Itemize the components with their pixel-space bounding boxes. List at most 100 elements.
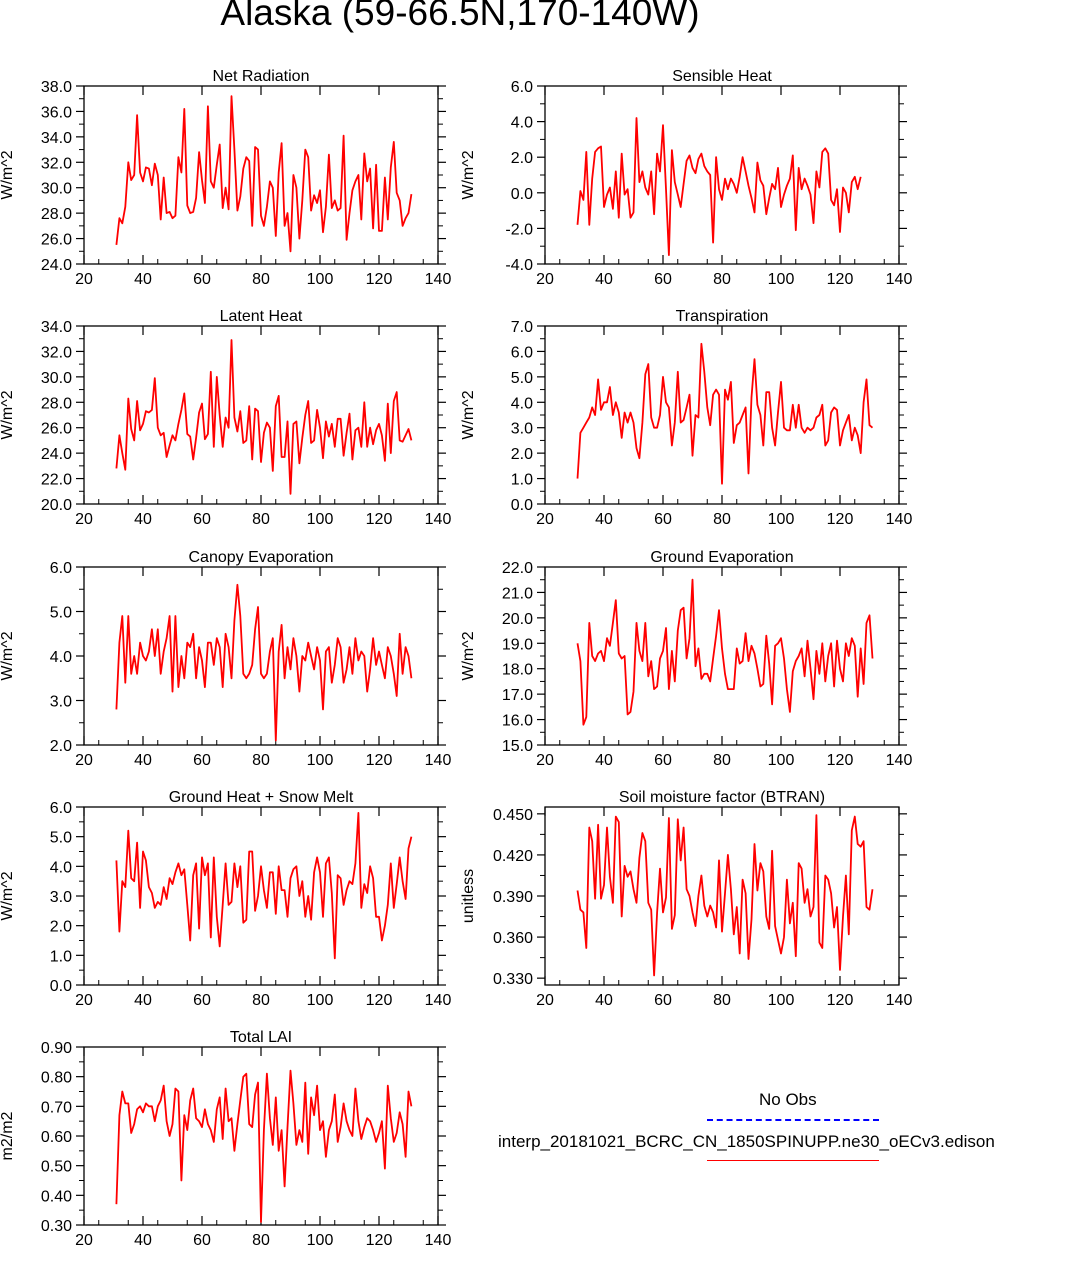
panel-6-series-line [576,578,874,726]
panel-2-xtick-label: 80 [713,271,731,288]
panel-5-xtick-label: 140 [425,752,452,769]
panel-5-ytick-label: 3.0 [50,694,72,711]
panel-2-xtick-label: 40 [595,271,613,288]
panel-3-series-line [115,339,413,495]
panel-8-xtick-label: 140 [886,992,913,1009]
panel-5-xtick-label: 40 [134,752,152,769]
panel-3-xtick-label: 40 [134,511,152,528]
panel-4-xtick-label: 40 [595,511,613,528]
panel-2-ytick-label: 2.0 [511,150,533,167]
panel-1-ytick-label: 32.0 [41,155,72,172]
panel-6-xtick-label: 20 [536,752,554,769]
panel-6-xtick-label: 60 [654,752,672,769]
panel-4-xtick-label: 100 [768,511,795,528]
panel-8-xtick-label: 100 [768,992,795,1009]
panel-3-ytick-label: 30.0 [41,370,72,387]
panel-5-xtick-label: 20 [75,752,93,769]
panel-4-ytick-label: 1.0 [511,472,533,489]
legend-model-label: interp_20181021_BCRC_CN_1850SPINUPP.ne30… [498,1132,995,1151]
panel-5-title: Canopy Evaporation [189,549,334,566]
panel-4-ytick-label: 5.0 [511,370,533,387]
panel-1-ytick-label: 24.0 [41,257,72,274]
panel-2-xtick-label: 20 [536,271,554,288]
panel-3-xtick-label: 120 [366,511,393,528]
panel-1-xtick-label: 100 [307,271,334,288]
legend-obs-label: No Obs [759,1090,817,1109]
panel-1-ytick-label: 38.0 [41,79,72,96]
panel-1-ylabel: W/m^2 [0,150,16,199]
panel-6-xtick-label: 80 [713,752,731,769]
panel-4-ytick-label: 7.0 [511,319,533,336]
panel-5-xtick-label: 100 [307,752,334,769]
panel-1-xtick-label: 60 [193,271,211,288]
panel-4-ytick-label: 6.0 [511,344,533,361]
panel-8-xtick-label: 40 [595,992,613,1009]
panel-2-title: Sensible Heat [672,68,772,85]
panel-7-ytick-label: 6.0 [50,800,72,817]
panel-7-xtick-label: 100 [307,992,334,1009]
panel-3-ytick-label: 28.0 [41,395,72,412]
panel-9-ytick-label: 0.80 [41,1070,72,1087]
panel-7-xtick-label: 60 [193,992,211,1009]
panel-1-ytick-label: 28.0 [41,206,72,223]
panel-4-xtick-label: 120 [827,511,854,528]
panel-8-xtick-label: 20 [536,992,554,1009]
panel-8-title: Soil moisture factor (BTRAN) [619,789,825,806]
panel-9-xtick-label: 40 [134,1232,152,1249]
panel-8-ytick-label: 0.360 [493,930,533,947]
panel-1-xtick-label: 140 [425,271,452,288]
panel-7-title: Ground Heat + Snow Melt [169,789,354,806]
panel-6-xtick-label: 100 [768,752,795,769]
panel-7-ytick-label: 3.0 [50,889,72,906]
panel-7-ytick-label: 0.0 [50,978,72,995]
panel-3-frame [83,325,439,505]
panel-6-ylabel: W/m^2 [460,631,477,680]
legend-obs-line [707,1119,879,1121]
panel-4-xtick-label: 60 [654,511,672,528]
panel-3-xtick-label: 80 [252,511,270,528]
panel-4-ytick-label: 0.0 [511,497,533,514]
panel-9-xtick-label: 80 [252,1232,270,1249]
panel-1-ytick-label: 36.0 [41,104,72,121]
panel-2-ytick-label: -4.0 [505,257,533,274]
panel-6-xtick-label: 140 [886,752,913,769]
panel-3-title: Latent Heat [220,308,303,325]
panel-2-xtick-label: 120 [827,271,854,288]
panel-5-xtick-label: 60 [193,752,211,769]
panel-3-ytick-label: 22.0 [41,472,72,489]
panel-1-series-line [115,95,413,253]
panel-2-ylabel: W/m^2 [460,150,477,199]
panel-6-title: Ground Evaporation [650,549,793,566]
panel-8-ytick-label: 0.330 [493,971,533,988]
panel-7-ytick-label: 2.0 [50,919,72,936]
panel-2-frame [544,85,900,265]
panel-2-ytick-label: 6.0 [511,79,533,96]
panel-6-ytick-label: 19.0 [502,636,533,653]
panel-6-ytick-label: 20.0 [502,611,533,628]
panel-9-xtick-label: 100 [307,1232,334,1249]
panel-2-series-line [576,117,862,257]
panel-9-ytick-label: 0.90 [41,1040,72,1057]
panel-8-ytick-label: 0.450 [493,807,533,824]
panel-6-xtick-label: 120 [827,752,854,769]
panel-3-xtick-label: 140 [425,511,452,528]
panel-2-ytick-label: -2.0 [505,221,533,238]
panel-9-xtick-label: 140 [425,1232,452,1249]
legend-model-line [707,1160,879,1161]
panel-6-ytick-label: 17.0 [502,687,533,704]
panel-2-xtick-label: 100 [768,271,795,288]
panel-1-xtick-label: 80 [252,271,270,288]
panel-7-xtick-label: 40 [134,992,152,1009]
panel-8-series-line [576,814,874,977]
panel-5-ytick-label: 5.0 [50,605,72,622]
panel-3-ytick-label: 24.0 [41,446,72,463]
panel-1-ytick-label: 26.0 [41,232,72,249]
panel-1-ytick-label: 34.0 [41,130,72,147]
panel-7-ylabel: W/m^2 [0,871,16,920]
panel-9-series-line [115,1069,413,1223]
panel-5-ytick-label: 4.0 [50,649,72,666]
panel-8-ytick-label: 0.390 [493,889,533,906]
panel-1-xtick-label: 20 [75,271,93,288]
panel-9-ytick-label: 0.40 [41,1188,72,1205]
panel-3-ytick-label: 20.0 [41,497,72,514]
